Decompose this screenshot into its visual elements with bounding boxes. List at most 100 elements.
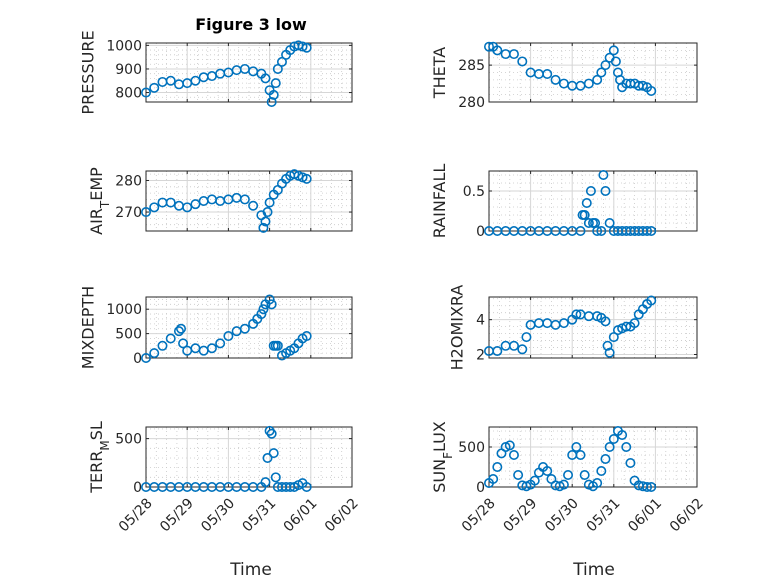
data-point	[583, 218, 594, 229]
data-point	[223, 331, 234, 342]
data-point	[176, 323, 187, 334]
y-axis-label: THETA	[430, 47, 449, 99]
data-point	[165, 333, 176, 344]
y-tick-label: 0	[476, 224, 485, 240]
data-point	[621, 441, 632, 452]
data-point	[266, 97, 277, 108]
data-point	[596, 465, 607, 476]
axes-box	[145, 170, 353, 232]
data-point	[625, 457, 636, 468]
data-point	[600, 453, 611, 464]
y-tick-label: 4	[476, 313, 485, 329]
data-point	[301, 42, 312, 53]
data-point	[488, 473, 499, 484]
data-point	[190, 75, 201, 86]
y-axis-label-rest: EMP	[87, 167, 106, 201]
data-point	[276, 56, 287, 67]
data-point	[173, 326, 184, 337]
axes-box	[145, 42, 353, 103]
data-point	[272, 63, 283, 74]
y-axis-label-main: SUN	[430, 459, 449, 493]
y-tick-label: 900	[115, 62, 142, 78]
data-point	[206, 343, 217, 354]
y-tick-label: 0	[133, 351, 142, 367]
y-tick-label: 500	[115, 327, 142, 343]
data-point	[610, 56, 621, 67]
data-point	[508, 449, 519, 460]
data-point	[190, 199, 201, 210]
y-axis-label-subscript: F	[441, 452, 455, 459]
y-axis-label: SUNFLUX	[430, 421, 455, 493]
subplot-rainfall: 0 0.5 RAINFALL	[430, 164, 698, 240]
data-point	[301, 173, 312, 184]
y-axis-label: AIRTEMP	[87, 167, 112, 235]
data-point	[492, 346, 503, 357]
data-point	[165, 197, 176, 208]
axes-box	[488, 42, 698, 103]
subplot-theta: 280 285 THETA	[430, 41, 698, 111]
data-point	[483, 41, 494, 52]
data-point	[581, 198, 592, 209]
y-tick-label: 270	[115, 205, 142, 221]
y-axis-label-main: TERR	[87, 451, 106, 494]
data-point	[248, 200, 259, 211]
y-axis-label-rest: SL	[87, 421, 106, 440]
data-point	[264, 294, 275, 305]
data-point	[141, 87, 152, 98]
data-point	[492, 461, 503, 472]
data-point	[621, 321, 632, 332]
data-point	[508, 340, 519, 351]
data-point	[262, 207, 273, 218]
data-point	[602, 340, 613, 351]
y-tick-label: 1000	[106, 302, 142, 318]
data-point	[642, 481, 653, 492]
data-point	[215, 338, 226, 349]
y-axis-label: RAINFALL	[430, 164, 449, 239]
data-point	[571, 441, 582, 452]
data-point	[149, 82, 160, 93]
data-point	[268, 89, 279, 100]
data-point	[141, 352, 152, 363]
data-point	[260, 477, 271, 488]
data-point	[262, 452, 273, 463]
data-point	[149, 202, 160, 213]
data-point	[608, 433, 619, 444]
data-point	[508, 49, 519, 60]
data-point	[558, 479, 569, 490]
data-point	[270, 78, 281, 89]
data-point	[583, 78, 594, 89]
figure-title: Figure 3 low	[195, 15, 307, 34]
data-point	[550, 74, 561, 85]
y-tick-label: 500	[115, 432, 142, 448]
y-tick-label: 280	[115, 173, 142, 189]
data-point	[178, 338, 189, 349]
data-point	[517, 344, 528, 355]
y-axis-label: MIXDEPTH	[79, 286, 98, 369]
subplot-mixdepth: 0 500 1000 MIXDEPTH	[79, 286, 353, 369]
data-point	[600, 186, 611, 197]
data-point	[149, 348, 160, 359]
y-tick-label: 2	[476, 348, 485, 364]
data-point	[297, 41, 308, 52]
data-point	[604, 347, 615, 358]
y-tick-label: 285	[458, 58, 485, 74]
data-point	[258, 222, 269, 233]
data-point	[260, 216, 271, 227]
data-point	[592, 477, 603, 488]
data-point	[301, 481, 312, 492]
data-point	[239, 323, 250, 334]
y-axis-label: PRESSURE	[79, 30, 98, 114]
data-point	[600, 316, 611, 327]
data-point	[182, 202, 193, 213]
data-point	[604, 218, 615, 229]
data-point	[646, 295, 657, 306]
data-point	[579, 210, 590, 221]
data-point	[157, 340, 168, 351]
y-axis-label-subscript: M	[98, 440, 112, 450]
y-tick-label: 280	[458, 95, 485, 111]
data-point	[266, 428, 277, 439]
x-axis-label-left: Time	[229, 560, 272, 580]
